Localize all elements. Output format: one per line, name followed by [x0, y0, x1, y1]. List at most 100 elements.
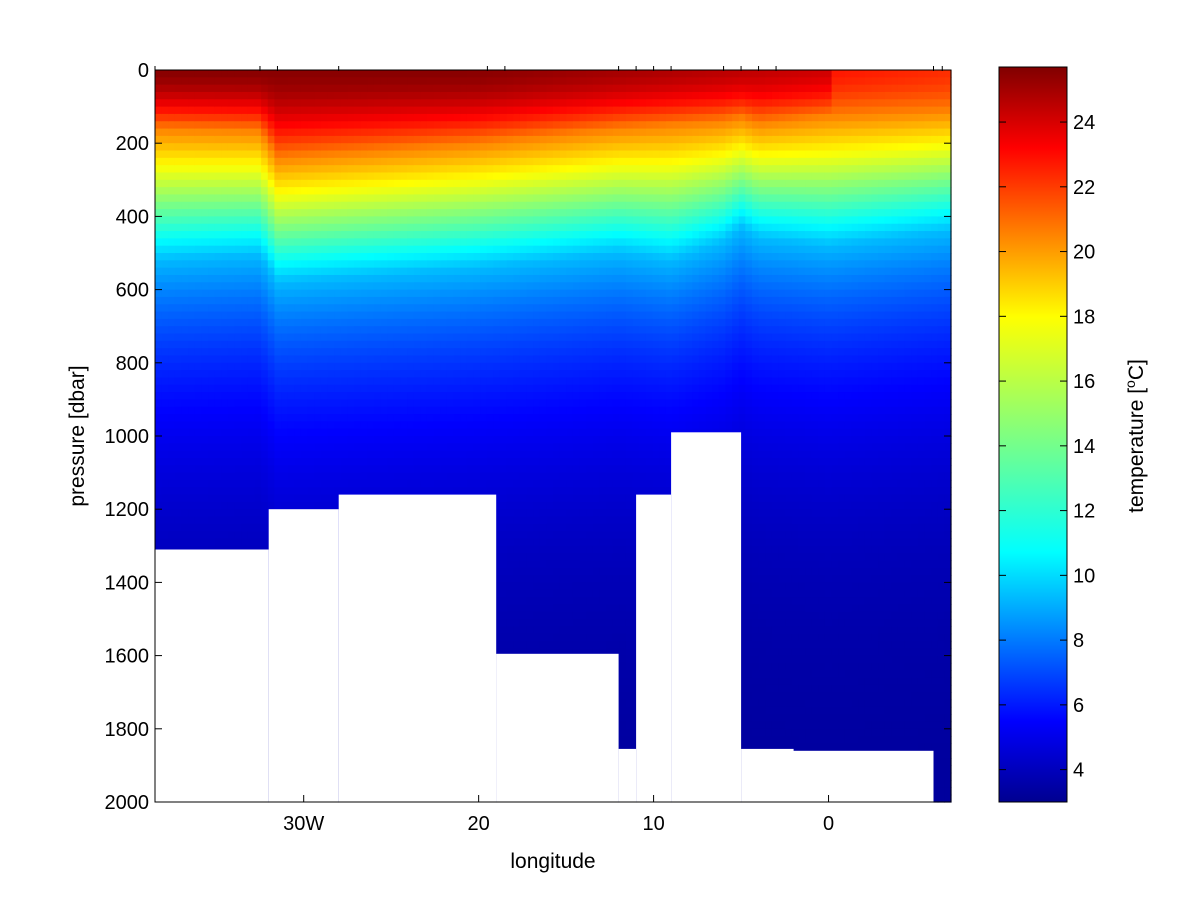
heatmap-cell	[281, 157, 289, 166]
heatmap-cell	[387, 428, 395, 437]
heatmap-cell	[161, 377, 169, 386]
heatmap-cell	[420, 231, 428, 239]
heatmap-cell	[380, 179, 388, 188]
heatmap-cell	[168, 209, 176, 217]
heatmap-cell	[334, 326, 342, 335]
heatmap-cell	[214, 253, 222, 261]
heatmap-cell	[473, 135, 481, 144]
heatmap-cell	[314, 157, 322, 166]
heatmap-cell	[161, 99, 169, 108]
heatmap-cell	[281, 384, 289, 393]
heatmap-cell	[201, 70, 209, 78]
heatmap-cell	[174, 260, 183, 269]
heatmap-cell	[327, 479, 335, 488]
heatmap-cell	[433, 91, 441, 100]
heatmap-cell	[201, 187, 209, 196]
heatmap-cell	[274, 91, 282, 100]
heatmap-cell	[327, 494, 335, 503]
heatmap-cell	[460, 399, 468, 408]
heatmap-cell	[261, 443, 269, 452]
heatmap-cell	[320, 223, 329, 232]
heatmap-cell	[347, 436, 355, 444]
heatmap-cell	[347, 274, 355, 283]
heatmap-cell	[413, 150, 421, 159]
heatmap-cell	[214, 406, 222, 415]
heatmap-cell	[426, 333, 435, 342]
heatmap-cell	[380, 209, 388, 217]
heatmap-cell	[274, 77, 282, 86]
heatmap-cell	[241, 414, 249, 422]
heatmap-cell	[274, 231, 282, 239]
heatmap-cell	[201, 370, 209, 379]
heatmap-cell	[174, 428, 183, 437]
heatmap-cell	[446, 260, 455, 269]
heatmap-cell	[208, 187, 216, 196]
heatmap-cell	[161, 231, 169, 239]
heatmap-cell	[188, 260, 196, 269]
heatmap-cell	[307, 187, 315, 196]
heatmap-cell	[480, 340, 488, 349]
heatmap-cell	[241, 457, 249, 466]
heatmap-cell	[188, 538, 196, 547]
heatmap-cell	[420, 84, 428, 93]
heatmap-cell	[194, 465, 203, 474]
heatmap-cell	[440, 348, 448, 357]
heatmap-cell	[327, 304, 335, 313]
heatmap-cell	[440, 106, 448, 115]
heatmap-cell	[188, 399, 196, 408]
heatmap-cell	[420, 414, 428, 422]
heatmap-cell	[380, 443, 388, 452]
heatmap-cell	[234, 113, 242, 122]
heatmap-cell	[314, 362, 322, 371]
heatmap-cell	[360, 457, 368, 466]
heatmap-cell	[241, 501, 249, 510]
heatmap-cell	[433, 106, 441, 115]
heatmap-cell	[261, 377, 269, 386]
heatmap-cell	[466, 70, 474, 78]
heatmap-cell	[387, 245, 395, 254]
heatmap-cell	[347, 443, 355, 452]
heatmap-cell	[155, 267, 163, 276]
heatmap-cell	[161, 282, 169, 291]
heatmap-cell	[227, 274, 236, 283]
heatmap-cell	[201, 318, 209, 327]
heatmap-cell	[227, 370, 236, 379]
heatmap-cell	[347, 465, 355, 474]
heatmap-cell	[393, 326, 402, 335]
heatmap-cell	[426, 487, 435, 496]
heatmap-cell	[234, 128, 242, 137]
heatmap-cell	[267, 296, 275, 305]
heatmap-cell	[201, 143, 209, 152]
heatmap-cell	[407, 377, 415, 386]
heatmap-cell	[241, 128, 249, 137]
heatmap-cell	[174, 472, 183, 481]
heatmap-cell	[340, 377, 348, 386]
heatmap-cell	[347, 392, 355, 400]
heatmap-cell	[181, 428, 189, 437]
heatmap-cell	[340, 333, 348, 342]
heatmap-cell	[407, 311, 415, 320]
heatmap-cell	[320, 450, 329, 459]
heatmap-cell	[367, 121, 375, 130]
heatmap-cell	[327, 267, 335, 276]
heatmap-cell	[480, 150, 488, 159]
heatmap-cell	[473, 99, 481, 108]
heatmap-cell	[407, 201, 415, 210]
heatmap-cell	[433, 370, 441, 379]
heatmap-cell	[407, 157, 415, 166]
heatmap-cell	[294, 231, 302, 239]
heatmap-cell	[201, 106, 209, 115]
heatmap-cell	[466, 143, 474, 152]
heatmap-cell	[426, 384, 435, 393]
heatmap-cell	[400, 318, 408, 327]
heatmap-cell	[413, 253, 421, 261]
heatmap-cell	[407, 274, 415, 283]
heatmap-cell	[473, 106, 481, 115]
heatmap-cell	[340, 421, 348, 430]
heatmap-cell	[241, 531, 249, 540]
heatmap-cell	[453, 150, 461, 159]
heatmap-cell	[380, 231, 388, 239]
heatmap-cell	[327, 70, 335, 78]
heatmap-cell	[327, 311, 335, 320]
